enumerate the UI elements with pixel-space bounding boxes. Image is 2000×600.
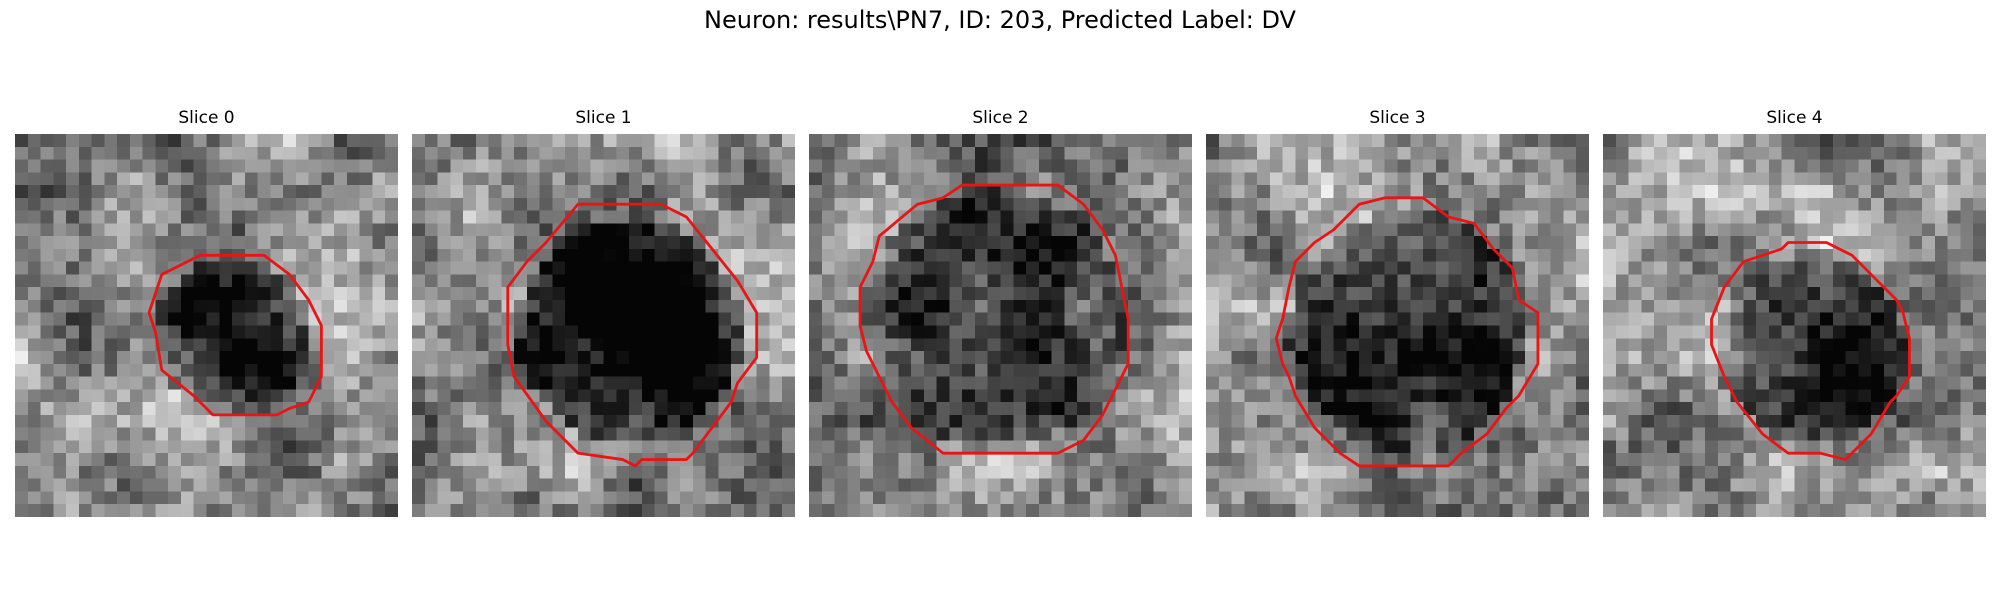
slice-title-2: Slice 2: [809, 108, 1192, 128]
slice-image-4: [1603, 134, 1986, 517]
slice-title-3: Slice 3: [1206, 108, 1589, 128]
slice-title-0: Slice 0: [15, 108, 398, 128]
slice-title-1: Slice 1: [412, 108, 795, 128]
slice-image-2: [809, 134, 1192, 517]
figure-title: Neuron: results\PN7, ID: 203, Predicted …: [0, 6, 2000, 34]
slice-image-3: [1206, 134, 1589, 517]
slice-image-1: [412, 134, 795, 517]
slice-title-4: Slice 4: [1603, 108, 1986, 128]
slice-image-0: [15, 134, 398, 517]
